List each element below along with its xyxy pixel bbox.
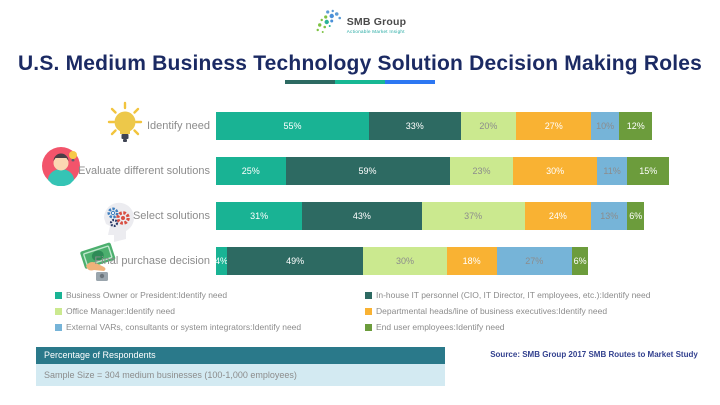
sample-size-note: Sample Size = 304 medium businesses (100… — [36, 364, 445, 386]
underline-segment — [335, 80, 385, 84]
legend-item: Office Manager:Identify need — [55, 303, 301, 319]
chart-row: Evaluate different solutions 25% 59% 23% 30%… — [0, 157, 720, 185]
stacked-bar: 4% 49% 30% 18% 27% 6% — [215, 247, 589, 275]
bar-segment: 11% — [596, 157, 628, 185]
bar-segment: 25% — [216, 157, 286, 185]
bar-segment: 30% — [363, 247, 447, 275]
bar-segment: 55% — [216, 112, 369, 140]
bar-segment: 49% — [227, 247, 364, 275]
bar-segment: 4% — [215, 247, 228, 275]
legend-marker-icon — [55, 323, 62, 331]
head-gears-icon — [96, 196, 140, 247]
row-label: Select solutions — [132, 210, 210, 222]
smb-group-logo: SMB Group Actionable Market Insight — [314, 8, 407, 43]
title-underline — [285, 80, 435, 84]
underline-segment — [285, 80, 335, 84]
row-label: Final purchase decision — [94, 255, 210, 267]
underline-segment — [385, 80, 435, 84]
bar-segment: 30% — [513, 157, 597, 185]
legend-marker-icon — [365, 291, 372, 299]
bar-segment: 12% — [619, 112, 653, 140]
bar-segment: 59% — [285, 157, 450, 185]
bar-segment: 33% — [368, 112, 461, 140]
row-label: Identify need — [147, 120, 210, 132]
chart-row: Select solutions 31% 43% 37% 24% 13% 6% — [0, 202, 720, 230]
bar-segment: 31% — [216, 202, 303, 230]
bar-segment: 37% — [421, 202, 525, 230]
bar-segment: 10% — [591, 112, 620, 140]
bar-segment: 24% — [524, 202, 592, 230]
legend-item: Business Owner or President:Identify nee… — [55, 287, 301, 303]
axis-note: Percentage of Respondents — [36, 347, 445, 364]
stacked-bar: 31% 43% 37% 24% 13% 6% — [216, 202, 645, 230]
person-idea-icon — [42, 146, 82, 191]
row-label: Evaluate different solutions — [78, 165, 210, 177]
legend-marker-icon — [55, 291, 62, 299]
legend-item: External VARs, consultants or system int… — [55, 319, 301, 335]
legend-label: End user employees:Identify need — [376, 322, 505, 332]
stacked-bar-chart: Identify need 55% 33% 20% 27% 10% 12% Evaluate … — [0, 112, 720, 292]
bar-segment: 6% — [571, 247, 589, 275]
bar-segment: 13% — [591, 202, 628, 230]
legend-label: Departmental heads/line of business exec… — [376, 306, 608, 316]
stacked-bar: 25% 59% 23% 30% 11% 15% — [216, 157, 670, 185]
legend-marker-icon — [365, 307, 372, 315]
page-title: U.S. Medium Business Technology Solution… — [17, 52, 703, 75]
chart-row: Final purchase decision 4% 49% 30% 18% 27% 6% — [0, 247, 720, 275]
legend-item: Departmental heads/line of business exec… — [365, 303, 651, 319]
legend-label: Office Manager:Identify need — [66, 306, 175, 316]
legend-label: Business Owner or President:Identify nee… — [66, 290, 228, 300]
legend-item: In-house IT personnel (CIO, IT Director,… — [365, 287, 651, 303]
bar-segment: 43% — [302, 202, 422, 230]
bar-segment: 23% — [449, 157, 514, 185]
bar-segment: 15% — [627, 157, 670, 185]
logo-tagline: Actionable Market Insight — [346, 28, 405, 34]
legend-item: End user employees:Identify need — [365, 319, 651, 335]
chart-row: Identify need 55% 33% 20% 27% 10% 12% — [0, 112, 720, 140]
logo-text: SMB Group — [346, 16, 407, 28]
bar-segment: 27% — [516, 112, 592, 140]
bar-segment: 27% — [496, 247, 572, 275]
legend-marker-icon — [365, 323, 372, 331]
stacked-bar: 55% 33% 20% 27% 10% 12% — [216, 112, 653, 140]
bar-segment: 6% — [627, 202, 645, 230]
legend-marker-icon — [55, 307, 62, 315]
bar-segment: 20% — [460, 112, 517, 140]
money-hand-icon — [76, 236, 124, 289]
lightbulb-icon — [106, 101, 144, 150]
logo-dots-icon — [314, 8, 344, 43]
legend-label: In-house IT personnel (CIO, IT Director,… — [376, 290, 651, 300]
legend-label: External VARs, consultants or system int… — [66, 322, 302, 332]
bar-segment: 18% — [446, 247, 497, 275]
source-note: Source: SMB Group 2017 SMB Routes to Mar… — [490, 350, 698, 359]
